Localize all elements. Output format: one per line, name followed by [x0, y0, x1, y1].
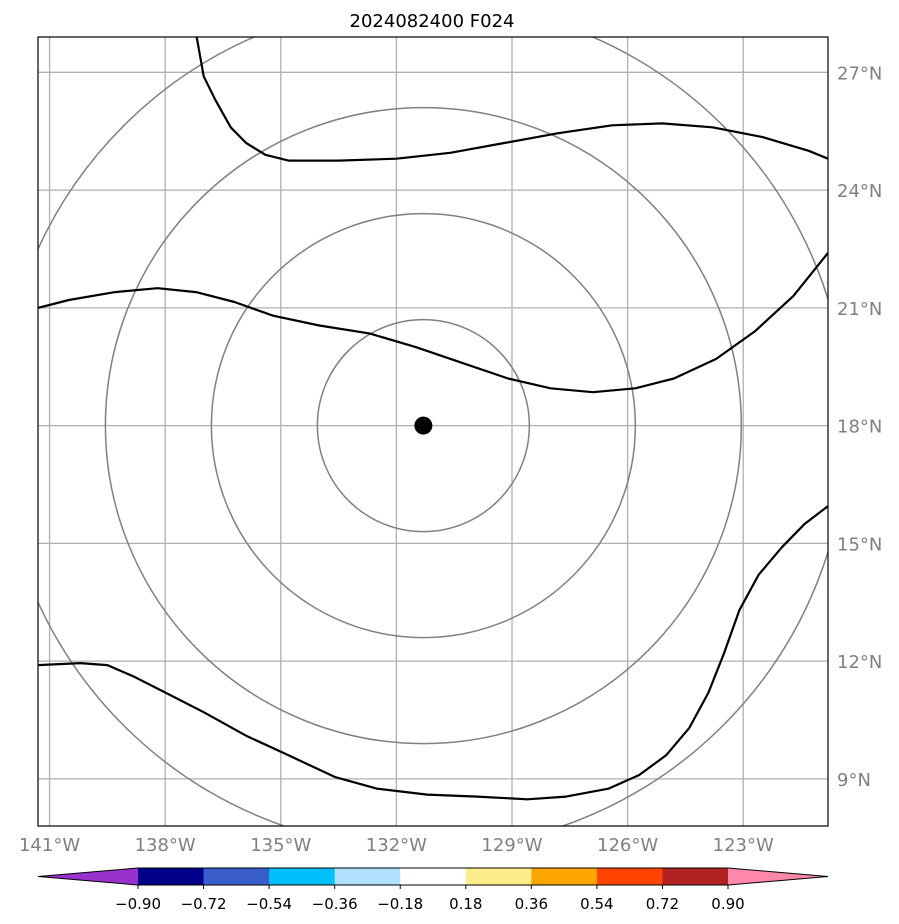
colorbar-tick-label: −0.54: [246, 895, 292, 913]
storm-center: [414, 416, 433, 435]
colorbar-segment: [465, 868, 532, 885]
lon-tick-label: 129°W: [481, 835, 542, 856]
colorbar-extend-min: [38, 868, 138, 885]
range-ring-2: [104, 106, 743, 745]
lat-tick-label: 9°N: [837, 770, 871, 791]
lat-tick-label: 27°N: [837, 63, 882, 84]
contour-line-1: [38, 252, 828, 394]
lon-tick-label: 135°W: [250, 835, 311, 856]
colorbar-tick-label: −0.18: [377, 895, 423, 913]
chart-title: 2024082400 F024: [350, 11, 515, 32]
range-ring-1: [210, 212, 637, 639]
colorbar-segment: [400, 868, 467, 885]
lat-tick-label: 12°N: [837, 652, 882, 673]
colorbar-segment: [596, 868, 663, 885]
contours: [38, 37, 828, 801]
plot-frame: [37, 36, 829, 827]
lat-tick-label: 15°N: [837, 534, 882, 555]
contour-line-2: [38, 505, 828, 801]
lon-tick-label: 132°W: [366, 835, 427, 856]
colorbar-segment: [138, 868, 205, 885]
range-rings: [38, 37, 828, 826]
colorbar-tick-label: −0.36: [312, 895, 358, 913]
lat-tick-label: 21°N: [837, 299, 882, 320]
colorbar-tick-label: 0.36: [515, 895, 548, 913]
colorbar-segment: [203, 868, 270, 885]
colorbar-tick-label: 0.90: [711, 895, 744, 913]
colorbar-tick-label: −0.72: [181, 895, 227, 913]
lat-tick-label: 24°N: [837, 181, 882, 202]
colorbar: −0.90 −0.72 −0.54 −0.36 −0.18 0.18 0.36 0.54 0.7…: [37, 867, 829, 913]
colorbar-extend-max: [728, 868, 828, 885]
colorbar-segment: [334, 868, 401, 885]
colorbar-tick-label: 0.18: [449, 895, 482, 913]
colorbar-tick-label: −0.90: [115, 895, 161, 913]
lon-tick-label: 138°W: [135, 835, 196, 856]
lat-tick-label: 18°N: [837, 417, 882, 438]
colorbar-tick-label: 0.72: [646, 895, 679, 913]
colorbar-segment: [531, 868, 598, 885]
lon-tick-labels: 141°W 138°W 135°W 132°W 129°W 126°W 123°W: [19, 835, 774, 856]
storm-center-marker: [414, 416, 433, 435]
colorbar-segment: [662, 868, 729, 885]
colorbar-tick-label: 0.54: [580, 895, 613, 913]
lon-tick-label: 141°W: [19, 835, 80, 856]
contour-line-0: [195, 37, 828, 162]
range-ring-0: [316, 318, 531, 533]
lon-tick-label: 123°W: [713, 835, 774, 856]
lon-tick-label: 126°W: [597, 835, 658, 856]
lat-tick-labels: 9°N 12°N 15°N 18°N 21°N 24°N 27°N: [837, 63, 882, 791]
gridlines: [38, 37, 828, 826]
colorbar-segment: [269, 868, 336, 885]
